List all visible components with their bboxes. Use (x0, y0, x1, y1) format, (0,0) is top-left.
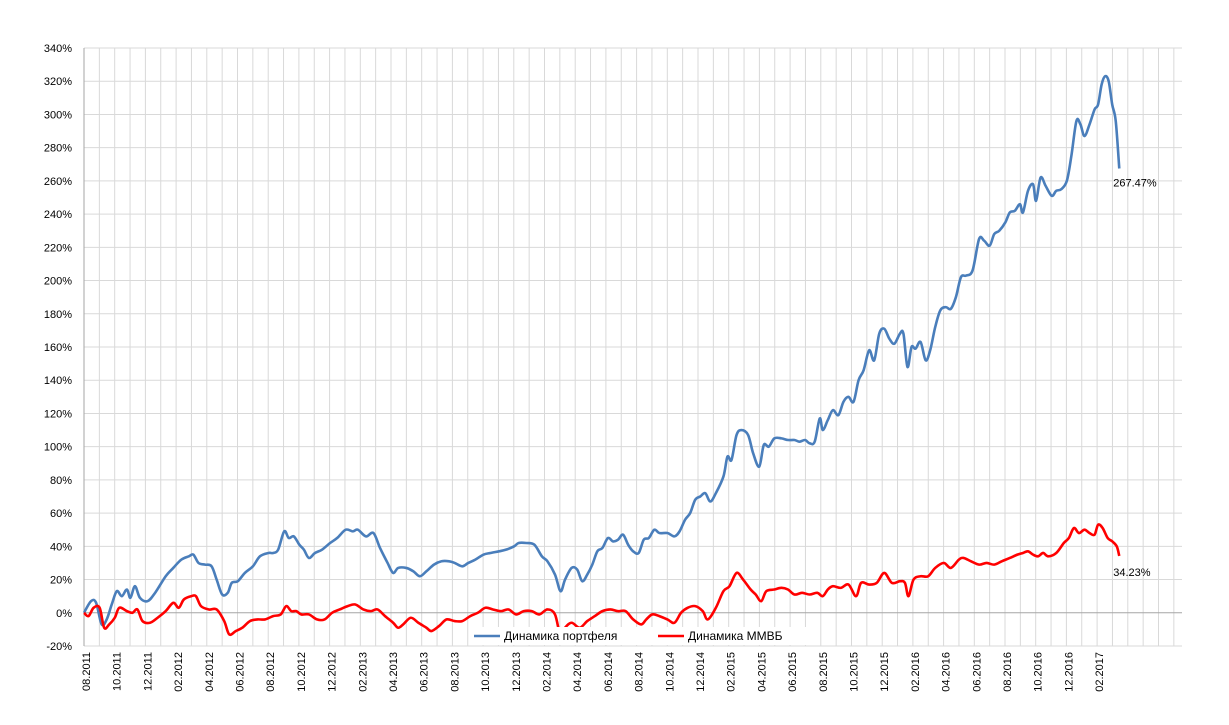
x-tick-label: 02.2013 (357, 652, 369, 692)
y-tick-label: 60% (50, 508, 72, 520)
x-tick-label: 10.2015 (849, 652, 861, 692)
x-axis: 08.2011 10.2011 12.2011 02.2012 04.2012 06.20… (81, 652, 1106, 692)
y-tick-label: 260% (44, 176, 72, 188)
x-tick-label: 04.2015 (756, 652, 768, 692)
x-tick-label: 08.2013 (449, 652, 461, 692)
x-tick-label: 06.2013 (419, 652, 431, 692)
y-tick-label: 280% (44, 143, 72, 155)
y-tick-label: 20% (50, 575, 72, 587)
y-tick-label: 340% (44, 43, 72, 55)
x-tick-label: 04.2013 (388, 652, 400, 692)
x-tick-label: 12.2014 (695, 652, 707, 692)
x-tick-label: 10.2012 (296, 652, 308, 692)
x-tick-label: 06.2012 (235, 652, 247, 692)
x-tick-label: 02.2015 (726, 652, 738, 692)
end-label-mmvb: 34.23% (1113, 567, 1151, 579)
chart-grid (83, 47, 1182, 647)
series-line-portfolio (82, 74, 1121, 627)
end-labels: 267.47% 34.23% (1113, 177, 1157, 578)
x-tick-label: 08.2012 (265, 652, 277, 692)
y-tick-label: 180% (44, 309, 72, 321)
series-layer (82, 74, 1121, 638)
x-tick-label: 12.2012 (327, 652, 339, 692)
x-tick-label: 12.2016 (1063, 652, 1075, 692)
legend-label-mmvb: Динамика ММВБ (688, 629, 783, 643)
legend-background (470, 627, 810, 645)
y-tick-label: 160% (44, 342, 72, 354)
y-tick-label: 100% (44, 442, 72, 454)
y-tick-label: 220% (44, 242, 72, 254)
x-tick-label: 08.2011 (81, 652, 93, 691)
x-tick-label: 02.2016 (910, 652, 922, 692)
y-tick-label: 120% (44, 408, 72, 420)
y-tick-label: 140% (44, 375, 72, 387)
legend-label-portfolio: Динамика портфеля (504, 629, 617, 643)
y-tick-label: -20% (46, 641, 72, 653)
y-tick-label: 40% (50, 541, 72, 553)
x-tick-label: 10.2016 (1033, 652, 1045, 692)
x-tick-label: 02.2017 (1094, 652, 1106, 692)
y-tick-label: 80% (50, 475, 72, 487)
x-tick-label: 06.2014 (603, 652, 615, 692)
x-tick-label: 10.2014 (664, 652, 676, 692)
x-tick-label: 12.2015 (879, 652, 891, 692)
x-tick-label: 10.2013 (480, 652, 492, 692)
y-tick-label: 240% (44, 209, 72, 221)
x-tick-label: 06.2015 (787, 652, 799, 692)
x-tick-label: 10.2011 (112, 652, 124, 691)
x-tick-label: 02.2014 (542, 652, 554, 692)
y-tick-label: 0% (56, 608, 72, 620)
x-tick-label: 02.2012 (173, 652, 185, 692)
x-tick-label: 04.2016 (941, 652, 953, 692)
legend: Динамика портфеля Динамика ММВБ (470, 627, 810, 645)
x-tick-label: 12.2011 (142, 652, 154, 691)
x-tick-label: 04.2012 (204, 652, 216, 692)
x-tick-label: 08.2015 (818, 652, 830, 692)
y-tick-label: 320% (44, 76, 72, 88)
x-tick-label: 12.2013 (511, 652, 523, 692)
end-label-portfolio: 267.47% (1113, 177, 1157, 189)
y-tick-label: 200% (44, 276, 72, 288)
series-line-mmvb (83, 523, 1121, 638)
x-tick-label: 06.2016 (971, 652, 983, 692)
x-tick-label: 08.2016 (1002, 652, 1014, 692)
y-axis: -20% 0% 20% 40% 60% 80% 100% 120% 140% 160% 180% 20… (44, 43, 85, 653)
x-tick-label: 04.2014 (572, 652, 584, 692)
y-tick-label: 300% (44, 109, 72, 121)
x-tick-label: 08.2014 (634, 652, 646, 692)
